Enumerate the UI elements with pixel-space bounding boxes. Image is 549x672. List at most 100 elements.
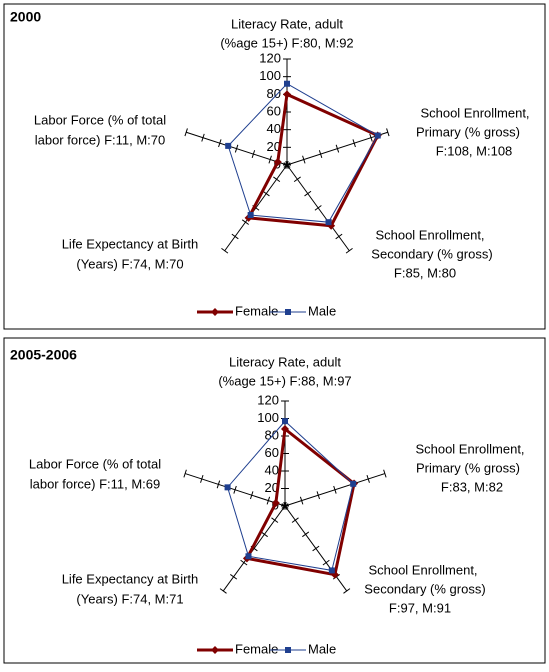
axis-label: Secondary (% gross) <box>371 246 492 261</box>
tick-mark <box>241 219 249 225</box>
tick-mark <box>266 496 271 505</box>
axis-label: labor force) F:11, M:69 <box>30 476 161 491</box>
tick-mark <box>335 144 340 153</box>
tick-mark <box>291 517 299 523</box>
axis-label: labor force) F:11, M:70 <box>35 132 166 147</box>
tick-mark <box>318 150 323 159</box>
legend-label: Female <box>235 303 278 318</box>
tick-mark <box>260 531 268 538</box>
axis-label: Labor Force (% of total <box>29 456 161 471</box>
axis-label: Life Expectancy at Birth <box>62 571 199 586</box>
marker <box>273 157 282 166</box>
axis-label: Life Expectancy at Birth <box>62 236 199 251</box>
tick-mark <box>316 491 320 500</box>
tick-mark <box>293 176 301 183</box>
marker <box>281 425 289 433</box>
tick-mark <box>240 559 248 566</box>
legend-marker <box>211 308 219 316</box>
legend-label: Male <box>308 641 336 656</box>
marker <box>325 219 332 226</box>
tick-mark <box>216 480 221 489</box>
tick-mark <box>302 531 310 538</box>
marker <box>282 418 288 425</box>
marker <box>283 90 291 99</box>
tick-mark <box>219 588 227 594</box>
legend-label: Female <box>235 641 278 656</box>
axis-label: F:85, M:80 <box>394 265 456 280</box>
tick-mark <box>335 233 343 240</box>
axis-label: School Enrollment, <box>368 562 477 577</box>
tick-mark <box>314 205 322 211</box>
tick-mark <box>251 150 256 159</box>
tick-mark <box>285 161 289 169</box>
legend-marker <box>211 646 219 654</box>
tick-mark <box>234 144 239 153</box>
tick-mark <box>201 133 205 142</box>
tick-mark <box>262 190 270 197</box>
tick-mark <box>333 485 337 494</box>
tick-mark <box>200 475 204 483</box>
tick-mark <box>273 176 281 183</box>
legend-label: Male <box>308 303 336 318</box>
marker <box>245 553 252 560</box>
tick-mark <box>366 475 370 483</box>
axis-label: (Years) F:74, M:70 <box>76 256 183 271</box>
series-line <box>227 420 354 571</box>
axis-label: School Enrollment, <box>375 227 484 242</box>
axis-label: School Enrollment, <box>415 441 524 456</box>
axis-label: (Years) F:74, M:71 <box>76 591 183 606</box>
tick-label: 40 <box>265 462 279 477</box>
tick-mark <box>345 248 353 254</box>
tick-label: 120 <box>259 50 281 65</box>
tick-mark <box>231 233 239 240</box>
chart-title: 2000 <box>10 9 41 25</box>
axis-label: F:108, M:108 <box>436 143 513 158</box>
marker <box>350 480 357 487</box>
axis-label: Secondary (% gross) <box>364 581 485 596</box>
tick-mark <box>183 469 187 478</box>
tick-mark <box>302 155 306 164</box>
marker <box>271 499 280 508</box>
tick-mark <box>271 517 279 523</box>
tick-mark <box>299 496 304 505</box>
axis-label: School Enrollment, <box>420 105 529 120</box>
tick-label: 80 <box>265 427 279 442</box>
tick-label: 60 <box>267 103 281 118</box>
marker <box>224 484 231 491</box>
series-line <box>246 92 380 228</box>
axis-label: (%age 15+) F:80, M:92 <box>220 35 353 50</box>
tick-mark <box>250 491 254 500</box>
legend-marker <box>285 647 291 653</box>
tick-mark <box>304 190 312 197</box>
series-line <box>227 83 379 223</box>
tick-mark <box>369 133 373 142</box>
tick-label: 20 <box>265 480 279 495</box>
tick-mark <box>233 485 237 494</box>
axis-label: Primary (% gross) <box>416 460 520 475</box>
tick-label: 100 <box>257 410 279 425</box>
tick-label: 80 <box>267 86 281 101</box>
chart-title: 2005-2006 <box>10 347 77 363</box>
marker <box>328 567 335 574</box>
marker <box>247 212 254 219</box>
axis-label: Labor Force (% of total <box>34 112 166 127</box>
axis-label: (%age 15+) F:88, M:97 <box>218 373 351 388</box>
marker <box>374 132 381 139</box>
tick-mark <box>283 502 287 510</box>
legend-marker <box>285 309 291 315</box>
tick-label: 120 <box>257 392 279 407</box>
axis-label: Literacy Rate, adult <box>229 354 341 369</box>
tick-mark <box>322 559 330 566</box>
marker <box>284 80 290 87</box>
marker <box>225 142 232 149</box>
axis-label: Primary (% gross) <box>416 124 520 139</box>
tick-mark <box>230 574 238 580</box>
tick-label: 100 <box>259 68 281 83</box>
tick-mark <box>184 128 188 137</box>
tick-label: 60 <box>265 445 279 460</box>
tick-mark <box>312 545 320 552</box>
tick-mark <box>221 248 229 254</box>
tick-label: 40 <box>267 121 281 136</box>
axis-label: Literacy Rate, adult <box>231 16 343 31</box>
